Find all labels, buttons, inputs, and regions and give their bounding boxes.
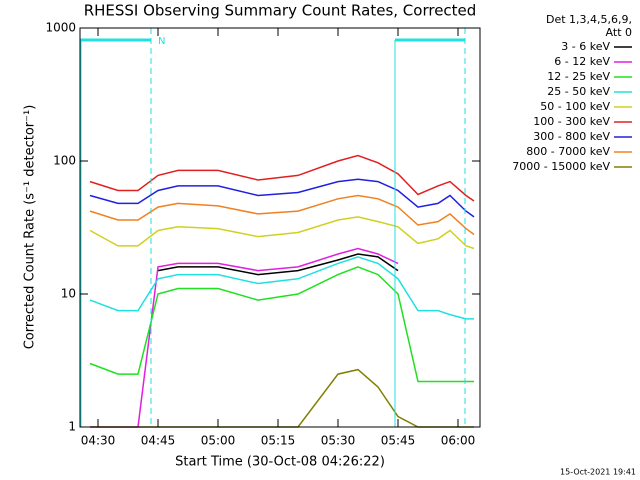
annotation: N (158, 36, 165, 47)
x-tick-label: 05:00 (201, 434, 236, 448)
legend-label: 100 - 300 keV (533, 115, 610, 128)
legend-header: Det 1,3,4,5,6,9, (546, 13, 632, 26)
axes-frame (79, 27, 481, 428)
series-line (157, 253, 399, 276)
legend-label: 7000 - 15000 keV (512, 160, 610, 173)
y-tick-label: 100 (53, 154, 76, 168)
legend-label: 25 - 50 keV (547, 85, 610, 98)
x-tick-label: 05:30 (321, 434, 356, 448)
legend-label: 3 - 6 keV (561, 40, 610, 53)
footer-timestamp: 15-Oct-2021 19:41 (560, 468, 636, 477)
y-tick-label: 10 (61, 287, 76, 301)
x-tick-label: 05:15 (261, 434, 296, 448)
legend-label: 12 - 25 keV (547, 70, 610, 83)
x-tick-label: 04:45 (141, 434, 176, 448)
x-tick-label: 05:45 (381, 434, 416, 448)
chart-title: RHESSI Observing Summary Count Rates, Co… (84, 2, 477, 20)
y-tick-label: 1 (68, 420, 76, 434)
x-tick-label: 04:30 (81, 434, 116, 448)
y-tick-label: 1000 (45, 21, 76, 35)
x-axis-label: Start Time (30-Oct-08 04:26:22) (175, 455, 385, 470)
legend-header: Att 0 (606, 26, 632, 39)
y-axis-label: Corrected Count Rate (s⁻¹ detector⁻¹) (23, 105, 38, 350)
legend-label: 6 - 12 keV (554, 55, 610, 68)
x-tick-label: 06:00 (441, 434, 476, 448)
flag-lines (80, 28, 466, 427)
series-line (89, 178, 475, 218)
series-line (89, 216, 475, 250)
legend-label: 300 - 800 keV (533, 130, 610, 143)
legend-label: 50 - 100 keV (540, 100, 610, 113)
legend-label: 800 - 7000 keV (526, 145, 610, 158)
